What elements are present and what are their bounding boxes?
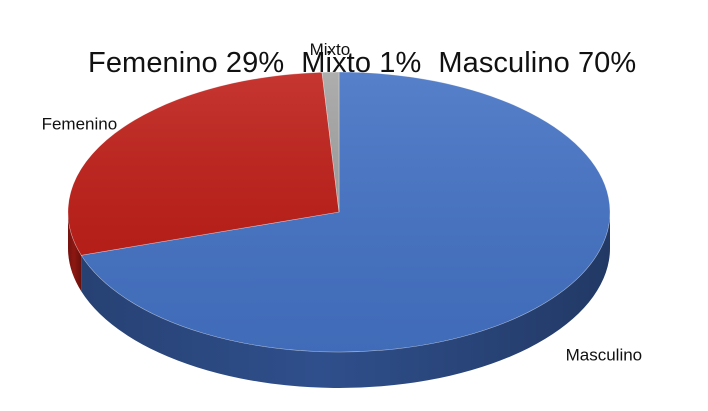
pie-label-femenino: Femenino [42,114,118,133]
pie-slice-gloss-mixto [321,72,339,212]
chart-title: Femenino 29% Mixto 1% Masculino 70% [0,14,708,80]
pie-label-mixto: Mixto [310,40,351,59]
pie-top-faces [67,71,611,353]
title-part-masculino: Masculino 70% [438,47,637,79]
pie-side-walls [68,212,611,388]
title-part-femenino: Femenino 29% [88,47,285,79]
pie-label-masculino: Masculino [566,346,643,365]
pie-slice-gloss-femenino [67,72,339,256]
pie-side-shading-masculino [81,212,611,388]
pie-slice-gloss-masculino [81,72,610,353]
pie-side-shading-femenino [68,212,82,292]
pie-labels: Masculino Femenino Mixto [42,40,643,365]
